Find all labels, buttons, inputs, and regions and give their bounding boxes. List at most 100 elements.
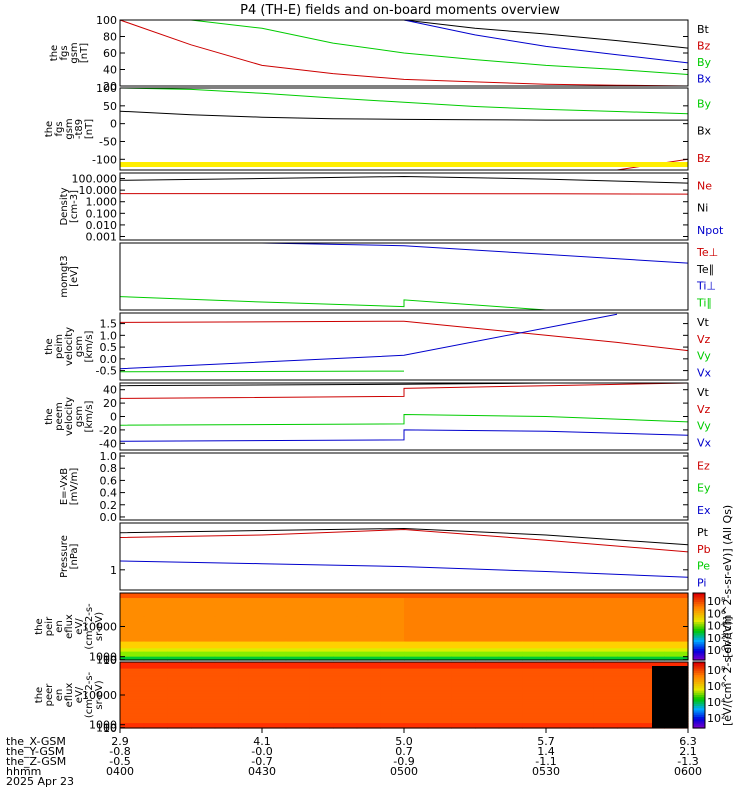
spectrogram-cell xyxy=(427,721,452,724)
spectrogram-cell xyxy=(380,719,405,722)
spectrogram-cell xyxy=(380,646,405,649)
spectrogram-cell xyxy=(475,699,500,703)
legend-Ey: Ey xyxy=(697,482,711,495)
spectrogram-cell xyxy=(617,676,642,680)
spectrogram-cell xyxy=(356,631,381,634)
spectrogram-cell xyxy=(404,603,429,606)
spectrogram-cell xyxy=(262,626,287,629)
spectrogram-cell xyxy=(404,636,429,639)
spectrogram-cell xyxy=(451,633,476,636)
spectrogram-cell xyxy=(143,624,168,628)
spectrogram-cell xyxy=(569,636,594,639)
spectrogram-cell xyxy=(498,614,523,618)
spectrogram-cell xyxy=(333,653,358,656)
spectrogram-cell xyxy=(593,613,618,616)
spectrogram-cell xyxy=(285,611,310,614)
spectrogram-cell xyxy=(238,662,263,665)
spectrogram-cell xyxy=(498,634,523,638)
spectrogram-cell xyxy=(569,653,594,656)
spectrogram-cell xyxy=(333,598,358,601)
spectrogram-cell xyxy=(262,721,287,724)
x-tick-label: -0.7 xyxy=(251,755,272,768)
spectrogram-cell xyxy=(333,691,358,694)
spectrogram-cell xyxy=(120,639,145,643)
spectrogram-cell xyxy=(546,614,571,618)
spectrogram-cell xyxy=(546,611,571,614)
spectrogram-cell xyxy=(546,726,571,729)
spectrogram-cell xyxy=(380,693,405,696)
spectrogram-cell xyxy=(498,604,523,607)
spectrogram-cell xyxy=(522,691,547,694)
spectrogram-cell xyxy=(640,643,665,646)
spectrogram-cell xyxy=(546,634,571,638)
spectrogram-cell xyxy=(262,695,287,698)
spectrogram-cell xyxy=(498,663,523,666)
spectrogram-cell xyxy=(475,641,500,644)
spectrogram-cell xyxy=(238,651,263,654)
spectrogram-cell xyxy=(120,633,145,636)
spectrogram-cell xyxy=(404,685,429,688)
spectrogram-cell xyxy=(617,636,642,639)
spectrogram-cell xyxy=(333,701,358,704)
spectrogram-cell xyxy=(546,621,571,624)
spectrogram-cell xyxy=(451,726,476,729)
spectrogram-cell xyxy=(546,654,571,658)
spectrogram-cell xyxy=(309,613,334,616)
spectrogram-cell xyxy=(285,643,310,646)
spectrogram-cell xyxy=(238,718,263,721)
spectrogram-cell xyxy=(522,598,547,601)
spectrogram-cell xyxy=(593,611,618,614)
spectrogram-cell xyxy=(593,681,618,685)
spectrogram-cell xyxy=(593,614,618,618)
spectrogram-cell xyxy=(546,668,571,671)
spectrogram-cell xyxy=(617,683,642,686)
colorbar-segment xyxy=(693,601,705,605)
spectrogram-cell xyxy=(143,638,168,641)
spectrogram-cell xyxy=(380,638,405,641)
spectrogram-cell xyxy=(569,596,594,599)
spectrogram-cell xyxy=(404,673,429,676)
spectrogram-cell xyxy=(120,704,145,708)
spectrogram-cell xyxy=(214,714,239,718)
spectrogram-cell xyxy=(546,613,571,616)
spectrogram-cell xyxy=(262,665,287,668)
spectrogram-cell xyxy=(214,723,239,726)
spectrogram-cell xyxy=(475,623,500,626)
spectrogram-cell xyxy=(333,651,358,654)
spectrogram-cell xyxy=(356,665,381,668)
spectrogram-cell xyxy=(404,691,429,694)
x-tick-label: 2.9 xyxy=(111,735,129,748)
spectrogram-cell xyxy=(569,606,594,609)
spectrogram-cell xyxy=(475,696,500,699)
spectrogram-cell xyxy=(356,611,381,614)
spectrogram-cell xyxy=(285,665,310,668)
spectrogram-cell xyxy=(593,665,618,668)
spectrogram-cell xyxy=(333,649,358,653)
spectrogram-cell xyxy=(120,680,145,683)
spectrogram-cell xyxy=(522,676,547,680)
spectrogram-cell xyxy=(427,651,452,654)
spectrogram-cell xyxy=(191,663,216,666)
spectrogram-cell xyxy=(262,601,287,604)
colorbar-segment xyxy=(693,653,705,657)
spectrogram-cell xyxy=(356,619,381,623)
spectrogram-cell xyxy=(427,663,452,666)
spectrogram-cell xyxy=(498,703,523,706)
spectrogram-cell xyxy=(475,670,500,673)
spectrogram-cell xyxy=(143,619,168,623)
spectrogram-cell xyxy=(522,678,547,681)
spectrogram-cell xyxy=(380,713,405,716)
spectrogram-cell xyxy=(617,665,642,668)
spectrogram-cell xyxy=(427,646,452,649)
spectrogram-cell xyxy=(214,708,239,711)
spectrogram-cell xyxy=(593,603,618,606)
spectrogram-cell xyxy=(214,653,239,656)
spectrogram-cell xyxy=(143,723,168,726)
spectrogram-cell xyxy=(404,681,429,685)
spectrogram-cell xyxy=(238,629,263,633)
spectrogram-cell xyxy=(427,726,452,729)
spectrogram-cell xyxy=(404,609,429,613)
spectrogram-cell xyxy=(593,628,618,631)
spectrogram-cell xyxy=(143,604,168,607)
